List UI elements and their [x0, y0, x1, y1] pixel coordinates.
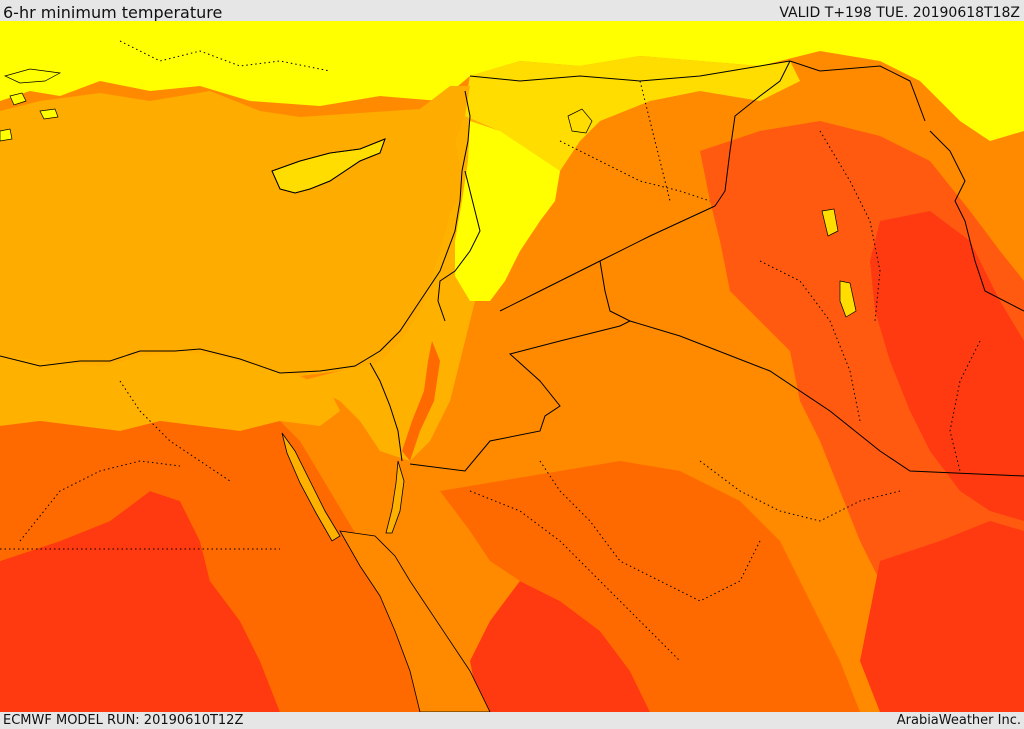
- gulf-of-aqaba: [385, 460, 405, 534]
- mediterranean-sea: [0, 86, 470, 376]
- credit-label: ArabiaWeather Inc.: [896, 713, 1021, 728]
- country-borders: [0, 60, 1024, 477]
- dark-orange-arabia: [440, 461, 860, 712]
- red-sea: [339, 530, 491, 712]
- map-canvas: [0, 21, 1024, 712]
- gold-band: [460, 56, 800, 181]
- aegean-islands: [0, 68, 62, 142]
- deep-red-hejaz: [470, 581, 650, 712]
- model-run-label: ECMWF MODEL RUN: 20190610T12Z: [3, 713, 244, 728]
- deep-red-south-arabia: [860, 521, 1024, 712]
- gulf-of-suez: [281, 432, 341, 542]
- province-borders: [0, 40, 981, 662]
- deep-red-gulf: [870, 211, 1024, 521]
- temperature-map[interactable]: [0, 21, 1024, 712]
- deep-red-egypt: [0, 491, 280, 712]
- lakes: [567, 108, 857, 318]
- amber-egypt-coast: [0, 351, 340, 431]
- jordan-valley: [402, 341, 440, 461]
- footer-bar: ECMWF MODEL RUN: 20190610T12Z ArabiaWeat…: [0, 712, 1024, 729]
- yellow-north-band: [0, 21, 1024, 141]
- valid-time: VALID T+198 TUE. 20190618T18Z: [779, 5, 1020, 21]
- header-bar: 6-hr minimum temperature VALID T+198 TUE…: [0, 0, 1024, 22]
- yellow-levant-highlands: [455, 121, 560, 301]
- map-title: 6-hr minimum temperature: [3, 3, 223, 22]
